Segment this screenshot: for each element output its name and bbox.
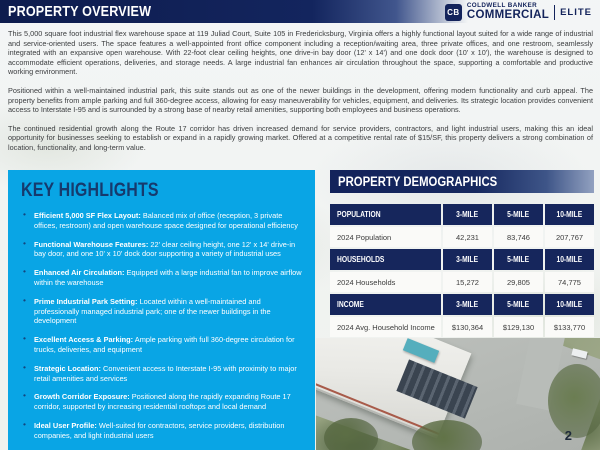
highlight-item: Prime Industrial Park Setting: Located w… bbox=[21, 296, 302, 326]
key-highlights-list: Efficient 5,000 SF Flex Layout: Balanced… bbox=[21, 210, 302, 441]
table-header-row-households: HOUSEHOLDS 3-MILE 5-MILE 10-MILE bbox=[330, 249, 594, 270]
page-title: PROPERTY OVERVIEW bbox=[8, 3, 152, 20]
brand-line1: COLDWELL BANKER bbox=[466, 2, 538, 9]
key-highlights-panel: KEY HIGHLIGHTS Efficient 5,000 SF Flex L… bbox=[8, 170, 315, 450]
demographics-title-bar: PROPERTY DEMOGRAPHICS bbox=[330, 170, 594, 193]
brand-line2: COMMERCIAL bbox=[466, 9, 550, 22]
highlight-item: Efficient 5,000 SF Flex Layout: Balanced… bbox=[21, 210, 302, 231]
photo-tree bbox=[412, 420, 482, 450]
monogram-letters: CB bbox=[447, 7, 460, 17]
highlight-item: Growth Corridor Exposure: Positioned alo… bbox=[21, 391, 302, 412]
table-data-row-households: 2024 Households 15,272 29,805 74,775 bbox=[330, 272, 594, 292]
highlight-item: Strategic Location: Convenient access to… bbox=[21, 363, 302, 384]
highlight-item: Functional Warehouse Features: 22' clear… bbox=[21, 239, 302, 260]
brand-elite-label: ELITE bbox=[560, 6, 592, 18]
description-paragraph: This 5,000 square foot industrial flex w… bbox=[8, 29, 593, 77]
description-paragraph: The continued residential growth along t… bbox=[8, 123, 593, 152]
table-header-row-income: INCOME 3-MILE 5-MILE 10-MILE bbox=[330, 294, 594, 315]
page-number: 2 bbox=[564, 428, 572, 443]
table-header-row-population: POPULATION 3-MILE 5-MILE 10-MILE bbox=[330, 204, 594, 225]
photo-tree bbox=[324, 418, 378, 450]
demographics-table: POPULATION 3-MILE 5-MILE 10-MILE 2024 Po… bbox=[330, 204, 594, 337]
table-data-row-population: 2024 Population 42,231 83,746 207,767 bbox=[330, 227, 594, 247]
property-description: This 5,000 square foot industrial flex w… bbox=[8, 29, 593, 162]
description-paragraph: Positioned within a well-maintained indu… bbox=[8, 85, 593, 115]
aerial-property-photo bbox=[316, 338, 600, 450]
highlight-item: Ideal User Profile: Well-suited for cont… bbox=[21, 420, 302, 441]
demographics-title: PROPERTY DEMOGRAPHICS bbox=[338, 174, 498, 189]
brand-wordmark: COLDWELL BANKER COMMERCIAL bbox=[466, 2, 550, 22]
table-data-row-income: 2024 Avg. Household Income $130,364 $129… bbox=[330, 317, 594, 337]
highlight-item: Excellent Access & Parking: Ample parkin… bbox=[21, 334, 302, 355]
brand-logo: CB COLDWELL BANKER COMMERCIAL ELITE bbox=[444, 2, 592, 22]
property-demographics-panel: PROPERTY DEMOGRAPHICS POPULATION 3-MILE … bbox=[330, 170, 594, 337]
coldwell-banker-monogram-icon: CB bbox=[444, 3, 462, 21]
brand-divider bbox=[554, 4, 556, 20]
highlight-item: Enhanced Air Circulation: Equipped with … bbox=[21, 267, 302, 288]
key-highlights-title: KEY HIGHLIGHTS bbox=[21, 180, 159, 201]
photo-tree bbox=[548, 364, 600, 438]
